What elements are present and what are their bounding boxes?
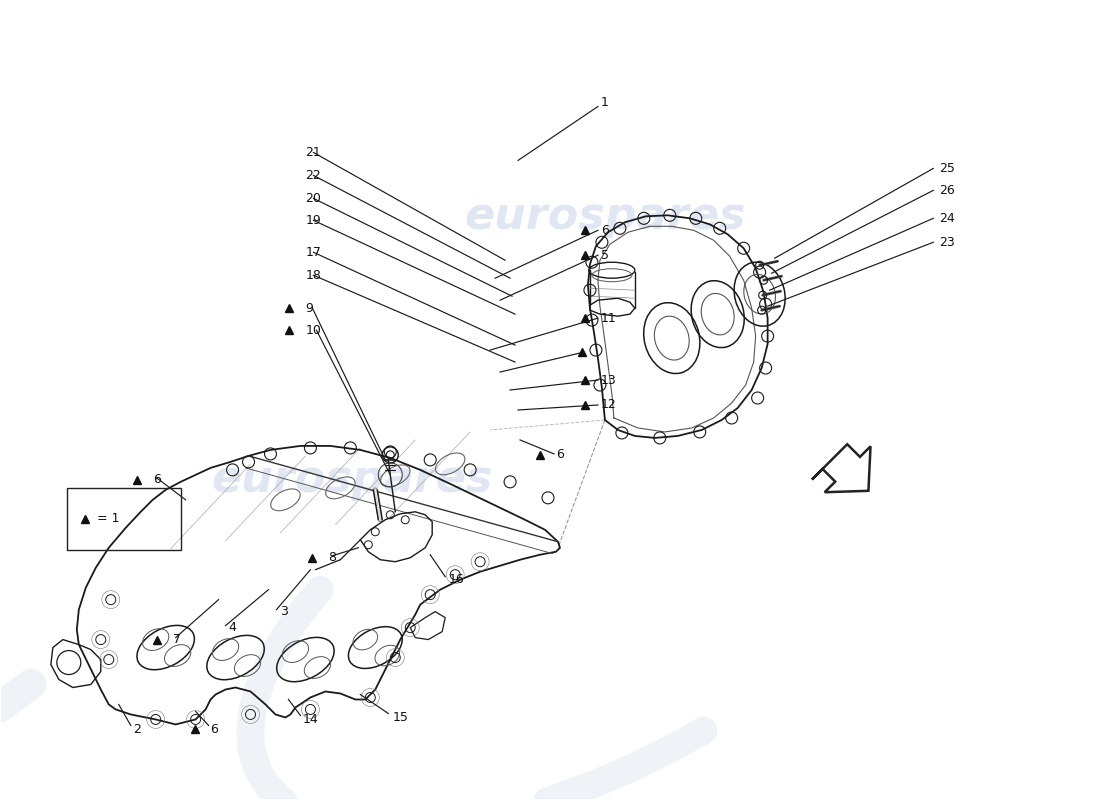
Text: 19: 19	[306, 214, 321, 227]
Text: 6: 6	[153, 474, 161, 486]
Text: 24: 24	[939, 212, 955, 225]
Text: 7: 7	[173, 633, 180, 646]
Text: 4: 4	[229, 621, 236, 634]
Text: 25: 25	[939, 162, 955, 175]
Text: 13: 13	[601, 374, 617, 386]
Text: 12: 12	[601, 398, 617, 411]
Text: = 1: = 1	[97, 512, 119, 526]
Text: 20: 20	[306, 192, 321, 205]
Text: 23: 23	[939, 236, 955, 249]
Text: 9: 9	[306, 302, 313, 314]
Text: 15: 15	[393, 711, 408, 724]
Text: 18: 18	[306, 269, 321, 282]
Text: 11: 11	[601, 312, 617, 325]
Text: 6: 6	[601, 224, 608, 237]
Text: 22: 22	[306, 169, 321, 182]
Text: 6: 6	[556, 449, 564, 462]
Text: 16: 16	[448, 573, 464, 586]
Text: 1: 1	[601, 96, 608, 109]
Text: eurospares: eurospares	[211, 458, 493, 502]
Text: 10: 10	[306, 324, 321, 337]
Text: 17: 17	[306, 246, 321, 258]
Text: 2: 2	[133, 723, 141, 736]
Text: 26: 26	[939, 184, 955, 197]
Text: 3: 3	[280, 605, 288, 618]
Text: eurospares: eurospares	[464, 195, 746, 238]
Text: 8: 8	[329, 551, 337, 564]
Text: 14: 14	[302, 713, 318, 726]
Text: 21: 21	[306, 146, 321, 159]
Text: 5: 5	[601, 249, 609, 262]
Text: 6: 6	[210, 723, 219, 736]
